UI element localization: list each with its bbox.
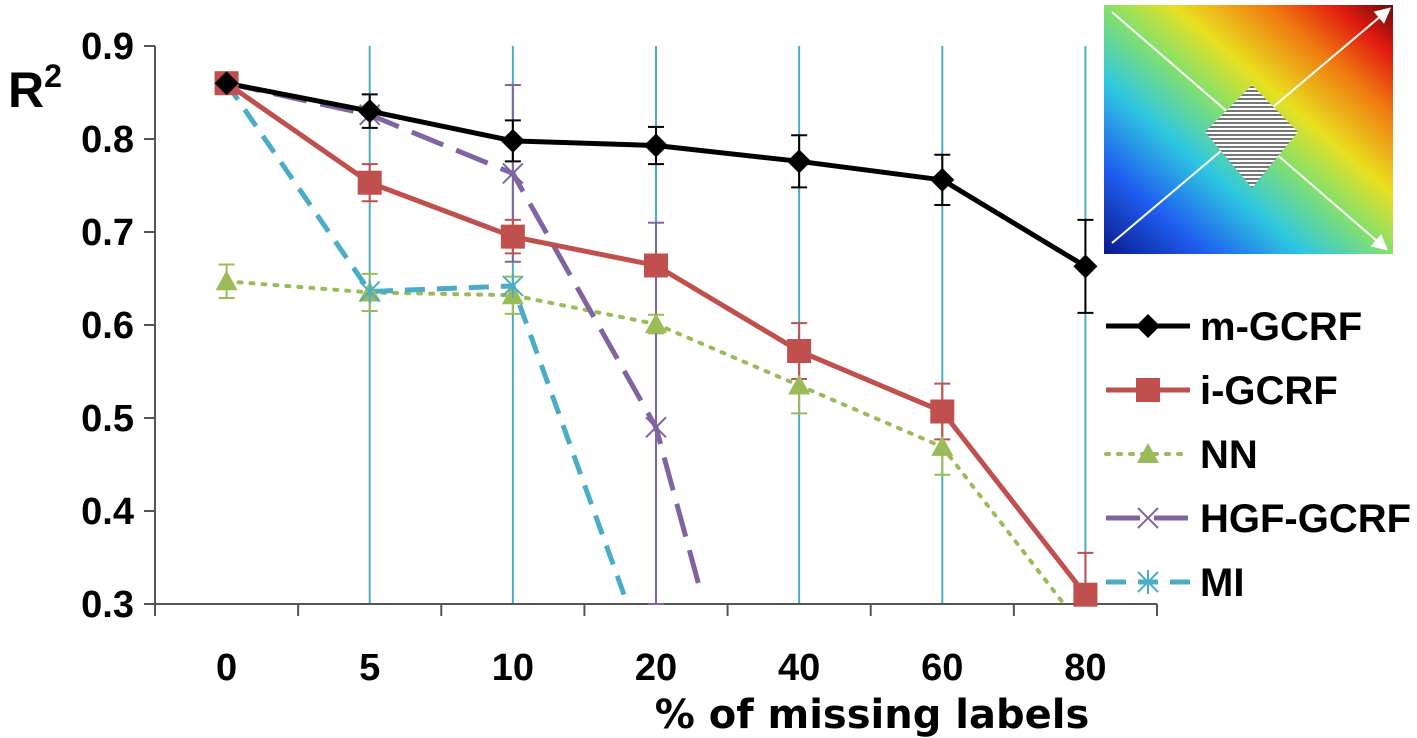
y-tick-label: 0.3 [81, 584, 134, 626]
legend-label-HGF-GCRF: HGF-GCRF [1200, 497, 1411, 541]
legend-item-MI: MI [1106, 561, 1244, 605]
x-tick-label: 0 [216, 647, 237, 689]
marker-i-GCRF [357, 170, 382, 195]
legend-label-m-GCRF: m-GCRF [1200, 305, 1362, 349]
y-tick-label: 0.8 [81, 119, 134, 161]
y-tick-label: 0.6 [81, 305, 134, 347]
marker-m-GCRF [357, 99, 382, 124]
marker-i-GCRF [787, 339, 812, 364]
y-tick-label: 0.4 [81, 491, 134, 533]
error-bars [218, 84, 1094, 605]
marker-NN [645, 313, 667, 334]
legend-item-HGF-GCRF: HGF-GCRF [1106, 497, 1411, 541]
y-tick-label: 0.9 [81, 26, 134, 68]
legend-marker-MI [1137, 570, 1159, 594]
marker-i-GCRF [930, 399, 955, 424]
marker-m-GCRF [1073, 254, 1098, 279]
marker-HGF-GCRF-stroke [502, 162, 524, 185]
legend: m-GCRF i-GCRF NN HGF-GCRF MI [1104, 305, 1411, 605]
y-axis-label: R2 [8, 58, 62, 118]
legend-item-i-GCRF: i-GCRF [1106, 369, 1338, 413]
marker-m-GCRF [214, 71, 239, 96]
legend-marker-i-GCRF [1136, 378, 1160, 402]
x-tick-label: 5 [359, 647, 380, 689]
series-line-NN [224, 279, 1066, 606]
x-ticks: 0 5 10 20 40 60 80 [154, 604, 1158, 689]
legend-item-m-GCRF: m-GCRF [1106, 305, 1362, 349]
legend-label-MI: MI [1200, 561, 1244, 605]
inset-striped-diamond [1205, 85, 1298, 188]
marker-i-GCRF [1073, 582, 1098, 607]
legend-marker-HGF-GCRF [1137, 507, 1159, 529]
marker-MI [359, 279, 381, 304]
marker-NN [788, 374, 811, 395]
legend-marker-m-GCRF [1136, 314, 1160, 338]
marker-HGF-GCRF-stroke [645, 416, 667, 439]
x-tick-label: 60 [921, 647, 963, 689]
x-tick-label: 80 [1064, 647, 1106, 689]
x-tick-label: 20 [635, 647, 677, 689]
y-tick-label: 0.7 [81, 212, 134, 254]
marker-m-GCRF [787, 149, 812, 174]
heatmap-inset [1104, 5, 1393, 254]
y-tick-label: 0.5 [81, 398, 134, 440]
marker-NN [215, 270, 238, 291]
series-markers [214, 71, 1098, 607]
x-tick-label: 40 [778, 647, 820, 689]
marker-i-GCRF [644, 253, 668, 278]
marker-i-GCRF [500, 224, 525, 249]
x-axis-label: % of missing labels [655, 692, 1090, 738]
marker-MI [502, 273, 524, 298]
vertical-grid-lines [368, 46, 1087, 604]
marker-m-GCRF [930, 167, 955, 192]
legend-label-i-GCRF: i-GCRF [1200, 369, 1338, 413]
marker-m-GCRF [500, 128, 525, 153]
series-line-MI [224, 81, 630, 605]
marker-HGF-GCRF [645, 416, 667, 439]
y-ticks: 0.3 0.4 0.5 0.6 0.7 0.8 0.9 [81, 26, 155, 626]
marker-NN [931, 435, 954, 456]
legend-item-NN: NN [1104, 433, 1258, 477]
series-line-HGF-GCRF [226, 80, 702, 587]
legend-marker-NN [1137, 443, 1159, 463]
marker-m-GCRF [644, 133, 668, 158]
marker-HGF-GCRF [502, 162, 524, 185]
legend-marker-HGF-GCRF-stroke [1137, 507, 1159, 529]
legend-label-NN: NN [1200, 433, 1258, 477]
x-tick-label: 10 [492, 647, 534, 689]
